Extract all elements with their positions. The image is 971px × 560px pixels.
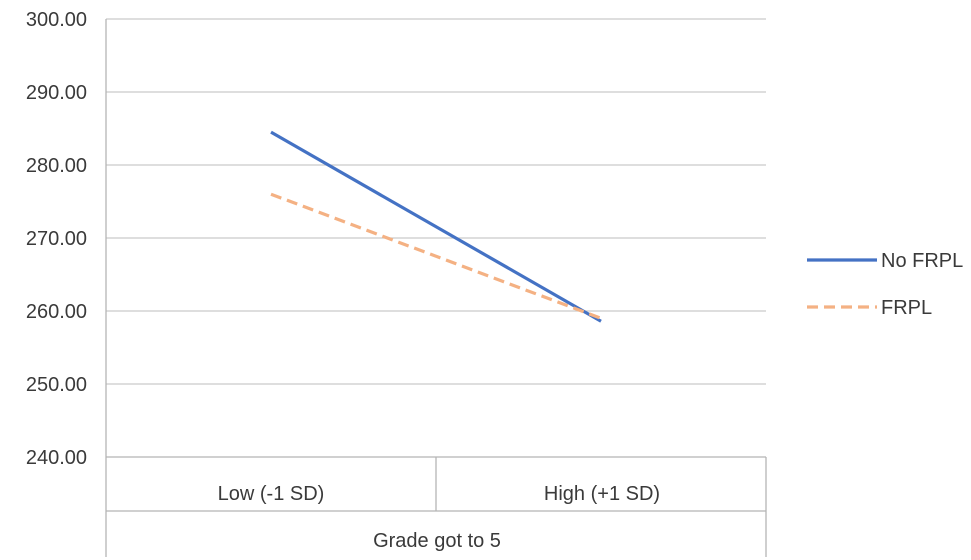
y-tick-label: 270.00	[26, 228, 87, 250]
category-label-low: Low (-1 SD)	[218, 483, 325, 505]
legend: No FRPL FRPL	[807, 250, 963, 319]
category-axis: Low (-1 SD) High (+1 SD) Grade got to 5	[218, 483, 660, 552]
legend-label-no-frpl: No FRPL	[881, 250, 963, 272]
y-tick-label: 240.00	[26, 447, 87, 469]
y-tick-label: 290.00	[26, 82, 87, 104]
y-tick-label: 260.00	[26, 301, 87, 323]
y-axis-tick-labels: 240.00 250.00 260.00 270.00 280.00 290.00 300.…	[26, 9, 87, 469]
category-group-label: Grade got to 5	[373, 530, 501, 552]
y-tick-label: 250.00	[26, 374, 87, 396]
series-line-no-frpl	[270, 130, 602, 323]
gridlines	[105, 18, 767, 557]
series-line-frpl	[270, 192, 602, 320]
y-tick-label: 300.00	[26, 9, 87, 31]
series-lines	[270, 130, 602, 323]
category-label-high: High (+1 SD)	[544, 483, 660, 505]
y-tick-label: 280.00	[26, 155, 87, 177]
legend-label-frpl: FRPL	[881, 297, 932, 319]
